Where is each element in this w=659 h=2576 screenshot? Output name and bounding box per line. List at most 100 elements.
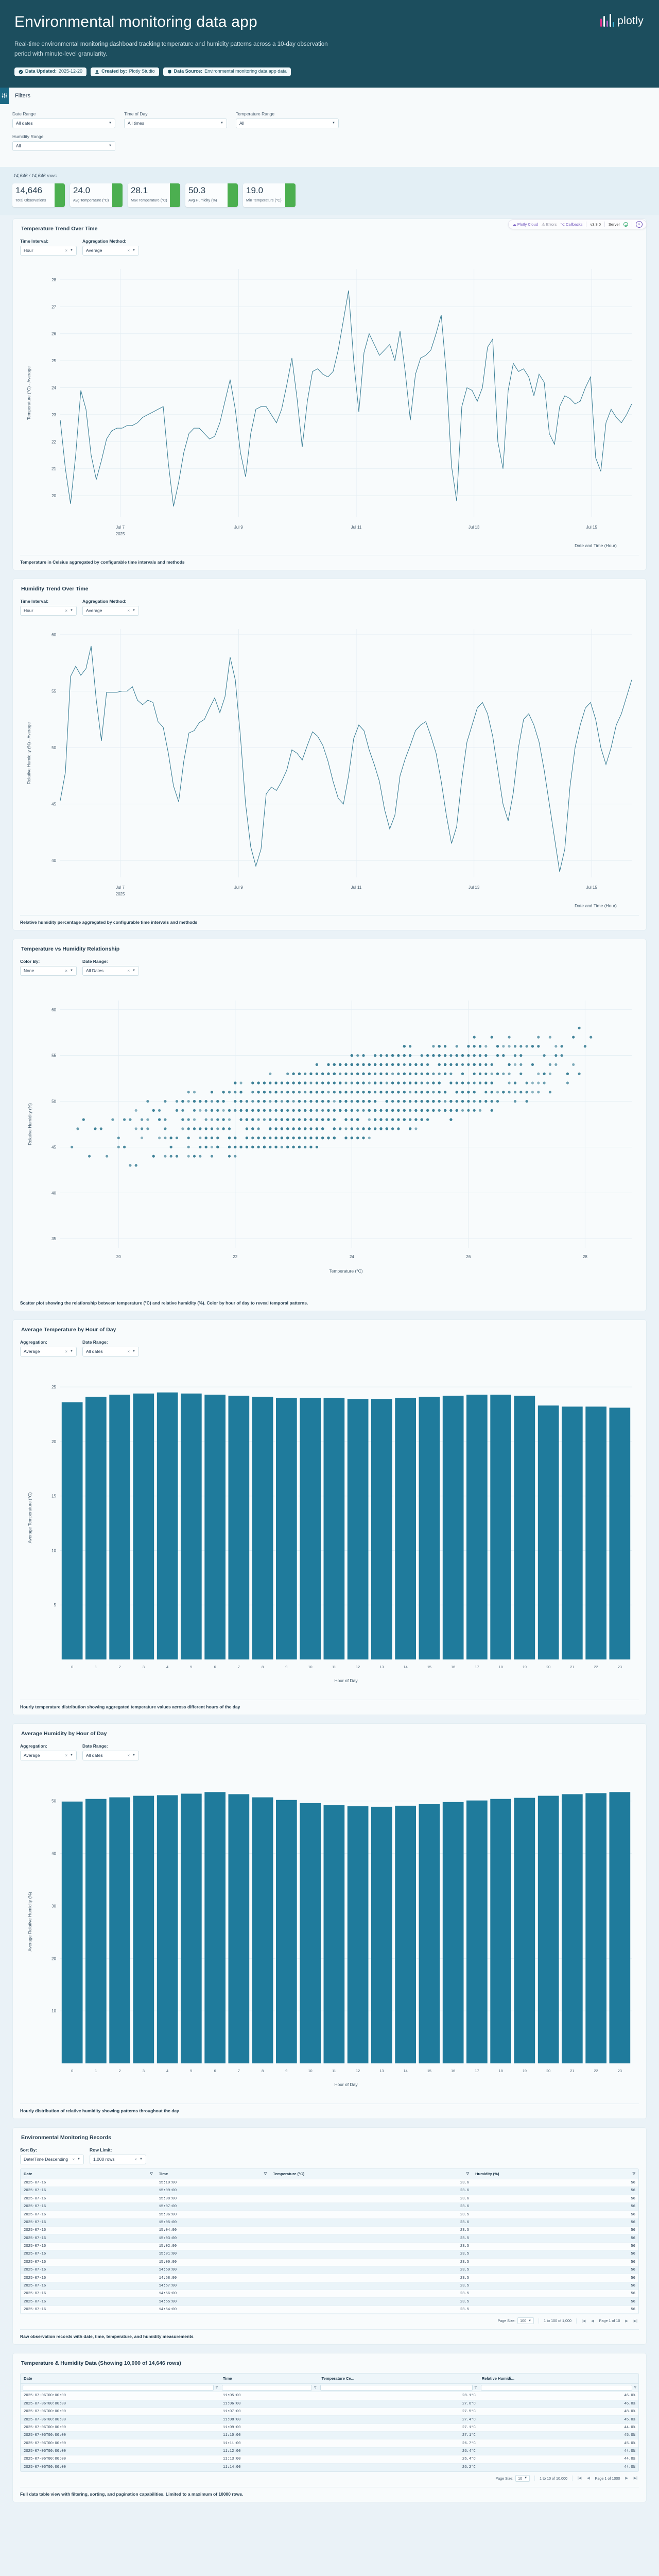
column-header-humidity[interactable]: Humidity (%) ▽ (472, 2168, 638, 2179)
time-interval-select[interactable]: Hour × ▼ (20, 605, 77, 616)
table-row[interactable]: 2025-07-16 14:55:00 23.5 56 (21, 2297, 638, 2306)
filter-funnel-icon[interactable]: ▽ (474, 2386, 477, 2391)
column-filter-cell[interactable]: ▽ (219, 2383, 319, 2393)
table-row[interactable]: 2025-07-06T00:00:00 11:13:00 26.4°C 44.0% (21, 2455, 638, 2464)
column-header-relative-humidi[interactable]: Relative Humidi... (478, 2374, 638, 2384)
plotly-cloud-link[interactable]: ☁ Plotly Cloud (512, 222, 538, 227)
clear-icon[interactable]: × (127, 608, 130, 613)
row-limit-select[interactable]: 1,000 rows × ▼ (90, 2154, 146, 2164)
table-row[interactable]: 2025-07-16 14:57:00 23.5 56 (21, 2282, 638, 2291)
column-header-date[interactable]: Date (21, 2374, 220, 2384)
column-filter-cell[interactable]: ▽ (318, 2383, 479, 2393)
last-page-icon[interactable]: ▶| (633, 2477, 637, 2481)
aggregation-select[interactable]: Average × ▼ (20, 1750, 77, 1760)
errors-indicator[interactable]: ⚠ Errors (542, 222, 557, 227)
filter-funnel-icon[interactable]: ▽ (150, 2172, 153, 2176)
date-range-select[interactable]: All dates ▼ (12, 118, 115, 128)
table-row[interactable]: 2025-07-16 14:56:00 23.5 56 (21, 2290, 638, 2298)
column-header-temperature-c[interactable]: Temperature (°C) ▽ (270, 2168, 473, 2179)
column-filter-input[interactable] (23, 2385, 214, 2391)
avg-temperature-by-hour-chart[interactable]: 5 10 15 20 25 0 1 2 3 4 5 6 7 8 9 10 11 12 13 14 15 16 17 18 19 2… (20, 1360, 639, 1696)
aggregation-select[interactable]: Average × ▼ (20, 1346, 77, 1357)
aggregation-method-select[interactable]: Average × ▼ (82, 245, 139, 256)
column-header-temperature-ce[interactable]: Temperature Ce... (318, 2374, 479, 2384)
column-header-date[interactable]: Date ▽ (21, 2168, 156, 2179)
page-size-select[interactable]: 100 ▼ (517, 2317, 534, 2325)
table-row[interactable]: 2025-07-06T00:00:00 11:05:00 28.1°C 46.0% (21, 2392, 638, 2400)
table-row[interactable]: 2025-07-16 14:54:00 23.5 56 (21, 2306, 638, 2314)
filter-funnel-icon[interactable]: ▽ (264, 2172, 267, 2176)
filter-funnel-icon[interactable]: ▽ (466, 2172, 470, 2176)
column-header-time[interactable]: Time (219, 2374, 319, 2384)
table-row[interactable]: 2025-07-06T00:00:00 11:12:00 26.4°C 44.0% (21, 2447, 638, 2456)
callbacks-indicator[interactable]: ⌥ Callbacks (560, 222, 582, 227)
filter-funnel-icon[interactable]: ▽ (634, 2386, 636, 2391)
table-row[interactable]: 2025-07-06T00:00:00 11:10:00 27.1°C 45.0% (21, 2431, 638, 2440)
last-page-icon[interactable]: ▶| (633, 2319, 637, 2323)
table-row[interactable]: 2025-07-06T00:00:00 11:07:00 27.5°C 48.0% (21, 2408, 638, 2416)
next-page-icon[interactable]: ▶ (625, 2319, 628, 2323)
color-by-select[interactable]: None × ▼ (20, 965, 77, 976)
table-row[interactable]: 2025-07-16 15:05:00 23.6 56 (21, 2218, 638, 2227)
table-row[interactable]: 2025-07-06T00:00:00 11:06:00 27.6°C 46.0% (21, 2400, 638, 2408)
clear-icon[interactable]: × (127, 1753, 130, 1758)
clear-icon[interactable]: × (65, 608, 68, 613)
table-row[interactable]: 2025-07-16 14:59:00 23.5 56 (21, 2266, 638, 2275)
table-row[interactable]: 2025-07-16 15:04:00 23.5 56 (21, 2226, 638, 2235)
full-table-container[interactable]: Date Time Temperature Ce... Relative Humidi… (20, 2373, 639, 2472)
clear-icon[interactable]: × (127, 248, 130, 253)
table-row[interactable]: 2025-07-16 15:09:00 23.6 56 (21, 2187, 638, 2195)
temperature-trend-chart[interactable]: 20 21 22 23 24 25 26 27 28 Jul 7 2025 Jul 9 Jul 11 Ju… (20, 259, 639, 551)
table-row[interactable]: 2025-07-16 15:08:00 23.6 56 (21, 2195, 638, 2203)
filter-funnel-icon[interactable]: ▽ (632, 2172, 635, 2176)
column-filter-row[interactable]: ▽ ▽ ▽ ▽ (21, 2383, 638, 2393)
clear-icon[interactable]: × (65, 1349, 68, 1354)
next-page-icon[interactable]: ▶ (625, 2477, 628, 2481)
clear-icon[interactable]: × (65, 248, 68, 253)
filter-funnel-icon[interactable]: ▽ (215, 2386, 218, 2391)
chevron-double-right-icon[interactable]: » (636, 221, 643, 228)
table-row[interactable]: 2025-07-06T00:00:00 11:09:00 27.1°C 44.0% (21, 2424, 638, 2432)
table-row[interactable]: 2025-07-16 15:00:00 23.5 56 (21, 2258, 638, 2266)
filter-funnel-icon[interactable]: ▽ (314, 2386, 317, 2391)
table-row[interactable]: 2025-07-16 14:58:00 23.5 56 (21, 2274, 638, 2282)
prev-page-icon[interactable]: ◀ (587, 2477, 590, 2481)
date-range-select[interactable]: All dates × ▼ (82, 1346, 139, 1357)
column-filter-cell[interactable]: ▽ (478, 2383, 638, 2393)
column-filter-cell[interactable]: ▽ (21, 2383, 220, 2393)
time-of-day-select[interactable]: All times ▼ (124, 118, 227, 128)
page-size-select[interactable]: 10 ▼ (515, 2475, 530, 2482)
first-page-icon[interactable]: |◀ (582, 2319, 586, 2323)
humidity-range-select[interactable]: All ▼ (12, 141, 115, 151)
time-interval-select[interactable]: Hour × ▼ (20, 245, 77, 256)
table-row[interactable]: 2025-07-16 15:01:00 23.5 56 (21, 2250, 638, 2259)
table-row[interactable]: 2025-07-16 15:07:00 23.6 56 (21, 2202, 638, 2211)
clear-icon[interactable]: × (72, 2157, 75, 2162)
table-row[interactable]: 2025-07-06T00:00:00 11:11:00 26.7°C 45.0% (21, 2439, 638, 2448)
column-filter-input[interactable] (320, 2385, 473, 2391)
clear-icon[interactable]: × (65, 1753, 68, 1758)
humidity-trend-chart[interactable]: 40 45 50 55 60 Jul 7 2025 Jul 9 Jul 11 Jul 13 Jul … (20, 619, 639, 911)
clear-icon[interactable]: × (134, 2157, 137, 2162)
table-row[interactable]: 2025-07-16 15:06:00 23.5 56 (21, 2210, 638, 2219)
avg-humidity-by-hour-chart[interactable]: 10 20 30 40 50 0 1 2 3 4 5 6 7 8 9 10 11 12 13 14 15 16 17 18 19… (20, 1764, 639, 2099)
aggregation-method-select[interactable]: Average × ▼ (82, 605, 139, 616)
column-filter-input[interactable] (221, 2385, 313, 2391)
table-row[interactable]: 2025-07-16 15:03:00 23.5 56 (21, 2234, 638, 2243)
records-table-container[interactable]: Date ▽ Time ▽ Temperature (°C) ▽ Humidity (%) ▽… (20, 2168, 639, 2315)
temperature-humidity-scatter-chart[interactable]: 35 40 45 50 55 60 20 22 24 26 28 Relative Humidity … (20, 979, 639, 1292)
clear-icon[interactable]: × (127, 1349, 130, 1354)
table-row[interactable]: 2025-07-06T00:00:00 11:08:00 27.4°C 45.0% (21, 2415, 638, 2424)
clear-icon[interactable]: × (127, 968, 130, 973)
column-header-time[interactable]: Time ▽ (155, 2168, 270, 2179)
table-row[interactable]: 2025-07-16 15:10:00 23.6 56 (21, 2179, 638, 2188)
date-range-select[interactable]: All dates × ▼ (82, 1750, 139, 1760)
temperature-range-select[interactable]: All ▼ (236, 118, 339, 128)
dash-devtools-bar[interactable]: ☁ Plotly Cloud ⚠ Errors ⌥ Callbacks v3.3… (508, 219, 647, 229)
first-page-icon[interactable]: |◀ (578, 2477, 582, 2481)
date-range-select[interactable]: All Dates × ▼ (82, 965, 139, 976)
column-filter-input[interactable] (480, 2385, 632, 2391)
prev-page-icon[interactable]: ◀ (591, 2319, 594, 2323)
table-row[interactable]: 2025-07-16 15:02:00 23.5 56 (21, 2242, 638, 2251)
sort-by-select[interactable]: Date/Time Descending × ▼ (20, 2154, 84, 2164)
